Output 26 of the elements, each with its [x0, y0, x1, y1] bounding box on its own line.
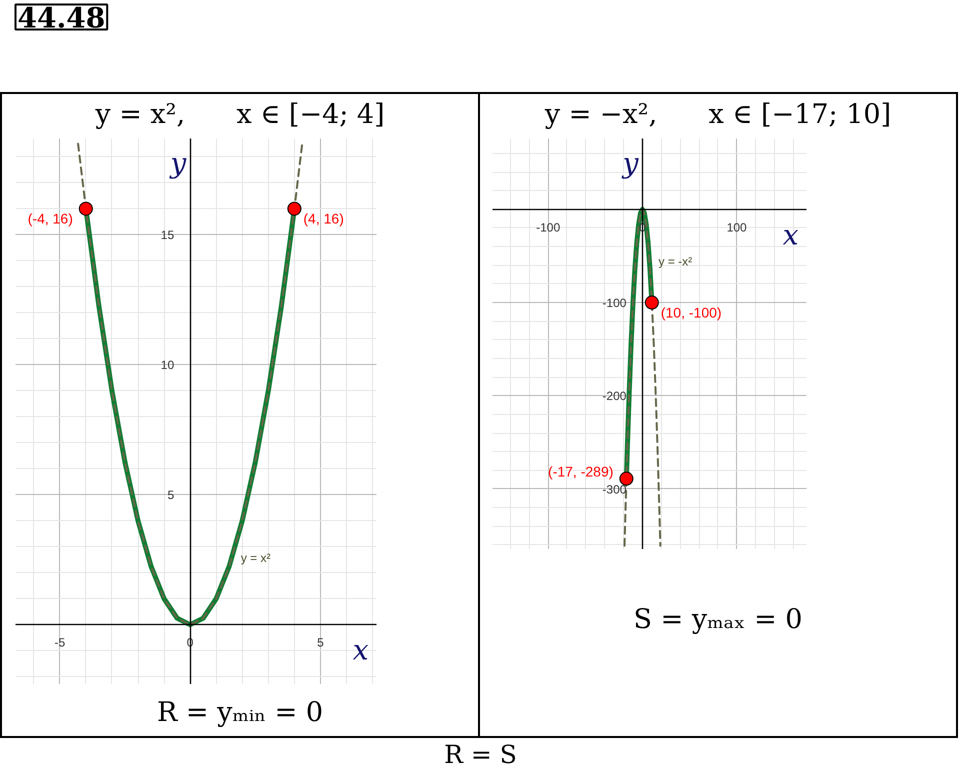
y-tick-label: 5: [167, 488, 174, 502]
x-tick-label: 100: [726, 220, 748, 234]
data-label: (-4, 16): [28, 210, 73, 227]
annotation: y = x²: [240, 551, 271, 566]
data-label: (10, -100): [660, 304, 722, 321]
x-axis-title: x: [782, 218, 799, 252]
y-tick-label: 10: [160, 358, 174, 372]
y-axis-title: y: [620, 146, 640, 180]
x-tick-label: -5: [54, 636, 66, 650]
chart-title: y = x², x ∈ [−4; 4]: [95, 98, 385, 132]
y-tick-label: 15: [160, 228, 174, 242]
data-label: (-17, -289): [548, 464, 614, 480]
annotation: y = -x²: [658, 254, 692, 269]
x-tick-label: 5: [317, 636, 324, 650]
y-tick-label: -100: [602, 296, 627, 310]
text: 44.48: [18, 2, 106, 34]
x-axis-title: x: [352, 634, 369, 667]
y-tick-label: -300: [602, 482, 627, 496]
y-tick-label: -200: [602, 389, 627, 404]
text: R = S: [444, 740, 517, 769]
data-label: (4, 16): [303, 210, 344, 227]
text: S = yₘₐₓ = 0: [634, 603, 802, 637]
y-axis-title: y: [168, 146, 188, 180]
x-tick-label: -100: [536, 220, 560, 234]
text: R = yₘᵢₙ = 0: [156, 696, 323, 730]
chart-title: y = −x², x ∈ [−17; 10]: [544, 98, 892, 132]
